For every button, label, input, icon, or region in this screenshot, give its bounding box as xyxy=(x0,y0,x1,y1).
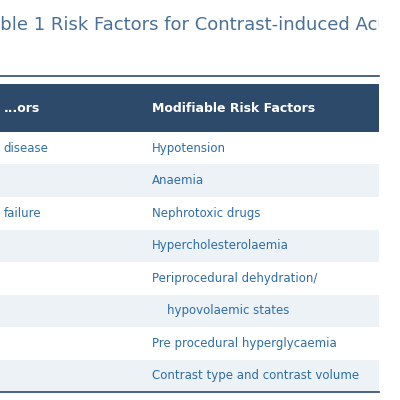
Bar xyxy=(0,84,379,132)
Bar xyxy=(0,327,379,360)
Bar xyxy=(0,360,379,392)
Text: Pre procedural hyperglycaemia: Pre procedural hyperglycaemia xyxy=(152,337,336,350)
Text: Contrast type and contrast volume: Contrast type and contrast volume xyxy=(152,369,359,382)
Text: Periprocedural dehydration/: Periprocedural dehydration/ xyxy=(152,272,317,285)
Bar xyxy=(0,164,379,197)
Bar xyxy=(0,132,379,164)
Bar xyxy=(0,294,379,327)
Text: Hypercholesterolaemia: Hypercholesterolaemia xyxy=(152,239,288,252)
Text: Modifiable Risk Factors: Modifiable Risk Factors xyxy=(152,102,315,114)
Bar xyxy=(0,230,379,262)
Text: failure: failure xyxy=(4,207,42,220)
Text: Nephrotoxic drugs: Nephrotoxic drugs xyxy=(152,207,260,220)
Text: Hypotension: Hypotension xyxy=(152,142,226,155)
Text: Table 1 Risk Factors for Contrast-induced Acute Kidney Injury: Table 1 Risk Factors for Contrast-induce… xyxy=(0,16,400,34)
Bar xyxy=(0,262,379,294)
Text: disease: disease xyxy=(4,142,49,155)
Bar xyxy=(0,197,379,230)
Text: hypovolaemic states: hypovolaemic states xyxy=(152,304,289,317)
Text: ...ors: ...ors xyxy=(4,102,40,114)
Text: Anaemia: Anaemia xyxy=(152,174,204,187)
